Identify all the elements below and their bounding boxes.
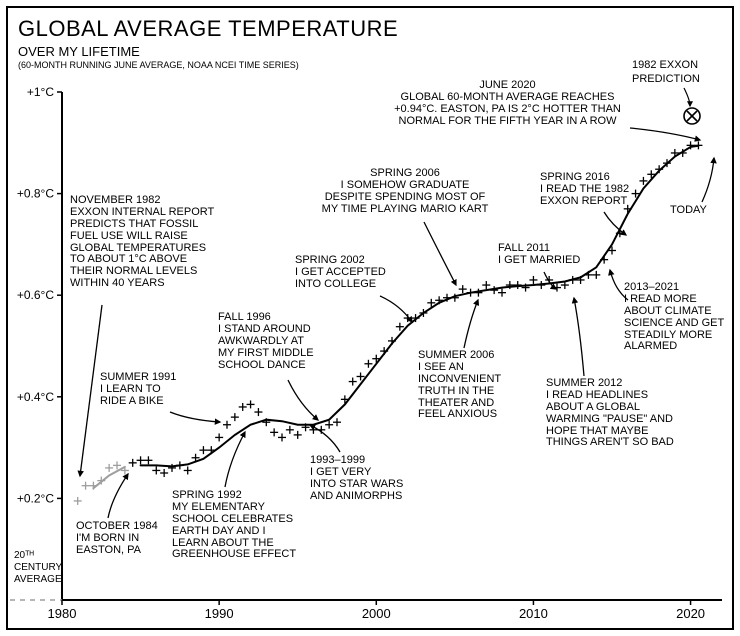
annotation-nov1982: NOVEMBER 1982 EXXON INTERNAL REPORT PRED… xyxy=(70,195,225,395)
chart-frame: GLOBAL AVERAGE TEMPERATURE OVER MY LIFET… xyxy=(0,0,740,636)
annotation-sw_anim: 1993–1999 I GET VERY INTO STAR WARS AND … xyxy=(310,455,435,636)
baseline-note: AVERAGE xyxy=(14,574,62,585)
annotation-arrow-today xyxy=(702,158,714,202)
y-tick-label: +0.4°C xyxy=(17,390,54,404)
y-tick-label: +0.6°C xyxy=(17,288,54,302)
data-marker xyxy=(74,497,82,505)
baseline-note: 20ᵀᴴ xyxy=(14,550,34,561)
chart-svg: +0.2°C+0.4°C+0.6°C+0.8°C+1°C198019902000… xyxy=(0,0,740,636)
data-marker xyxy=(89,482,97,490)
exxon-prediction-label: 1982 EXXON xyxy=(632,59,698,71)
y-tick-label: +0.2°C xyxy=(17,491,54,505)
annotation-june2020: JUNE 2020 GLOBAL 60-MONTH AVERAGE REACHE… xyxy=(370,80,645,280)
y-tick-label: +1°C xyxy=(27,85,54,99)
annotation-today: TODAY xyxy=(670,205,730,405)
x-tick-label: 1980 xyxy=(48,606,77,621)
baseline-note: CENTURY xyxy=(14,562,62,573)
data-marker xyxy=(694,141,702,149)
y-tick-label: +0.8°C xyxy=(17,187,54,201)
x-tick-label: 2020 xyxy=(676,606,705,621)
data-marker xyxy=(82,482,90,490)
x-tick-label: 2010 xyxy=(519,606,548,621)
